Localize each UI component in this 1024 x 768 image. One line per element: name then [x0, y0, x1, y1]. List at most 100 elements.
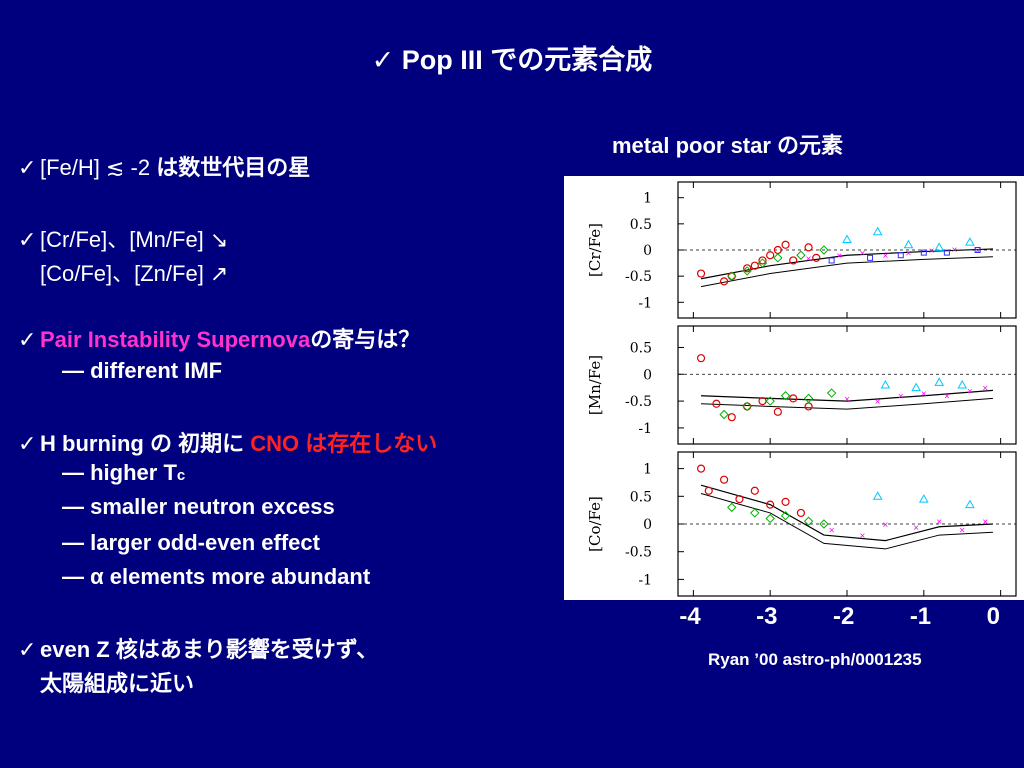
data-point	[903, 239, 914, 249]
data-point	[789, 394, 798, 403]
data-point	[766, 500, 775, 509]
data-point: ×	[982, 384, 988, 395]
x-tick-label: 0	[986, 603, 1000, 630]
panel-frame	[677, 325, 1017, 445]
data-point	[727, 271, 737, 281]
y-axis-label: [Co/Fe]	[586, 496, 604, 552]
bullet-fe-h: ✓ [Fe/H] ≲ -2 は数世代目の星	[18, 155, 311, 180]
data-point	[842, 234, 852, 244]
check-icon: ✓	[18, 227, 37, 252]
y-tick-label: 0.5	[630, 217, 652, 233]
data-point	[965, 499, 975, 509]
figure-credit: Ryan ’00 astro-ph/0001235	[708, 650, 922, 669]
data-point	[757, 258, 768, 268]
bullet-co-zn: [Co/Fe]、[Zn/Fe] ↗	[40, 261, 229, 286]
data-point	[719, 475, 729, 484]
trend-line	[700, 484, 993, 542]
y-axis-label: [Mn/Fe]	[586, 355, 604, 415]
data-point: ×	[844, 394, 850, 405]
data-point: ×	[952, 245, 958, 256]
trend-line-lower	[700, 493, 993, 550]
trend-line-lower	[701, 397, 993, 410]
data-point: ×	[959, 526, 965, 537]
y-tick-label: 1	[643, 191, 652, 207]
y-tick-label: -0.5	[625, 394, 652, 410]
data-point	[719, 277, 729, 286]
data-point	[780, 391, 791, 401]
data-point	[943, 249, 950, 256]
data-point	[765, 396, 775, 406]
data-point: ×	[898, 392, 904, 403]
data-point	[918, 494, 929, 503]
data-point	[920, 249, 927, 256]
x-tick-label: -2	[833, 603, 855, 630]
data-point	[880, 379, 891, 389]
data-point	[727, 413, 736, 422]
bullet-h-sub3: — larger odd-even effect	[62, 530, 320, 555]
y-tick-label: -0.5	[625, 269, 652, 285]
bullet-even-z-cont: 太陽組成に近い	[40, 671, 195, 696]
data-point: ×	[936, 517, 942, 528]
data-point: ×	[929, 246, 935, 257]
y-tick-label: 0.5	[630, 489, 652, 505]
y-tick-label: -1	[638, 295, 652, 311]
y-axis-label: [Cr/Fe]	[586, 223, 604, 277]
bullet-h-burning: ✓ H burning の 初期に CNO は存在しない	[18, 431, 438, 456]
y-tick-label: -1	[638, 421, 652, 437]
bullet-h-sub2: — smaller neutron excess	[62, 494, 335, 519]
data-point	[796, 250, 806, 260]
bullet-h-sub4: — α elements more abundant	[62, 564, 371, 589]
data-point: ×	[967, 386, 973, 397]
data-point	[819, 519, 829, 529]
data-point: ×	[836, 251, 842, 262]
data-point	[965, 237, 975, 246]
data-point: ×	[906, 249, 912, 260]
x-tick-label: -4	[679, 603, 701, 630]
data-point	[719, 409, 729, 420]
check-icon: ✓	[18, 637, 37, 662]
data-point	[867, 254, 874, 261]
data-point	[696, 354, 706, 363]
data-point	[826, 388, 837, 398]
data-point: ×	[806, 254, 812, 265]
y-tick-label: 0	[643, 243, 652, 259]
data-point	[712, 399, 721, 408]
trend-line	[700, 248, 993, 280]
y-tick-label: 0	[643, 517, 652, 533]
data-point	[727, 502, 737, 513]
bullet-even-z: ✓ even Z 核はあまり影響を受けず、	[18, 637, 379, 662]
data-point	[781, 497, 790, 506]
abundance-plot: 1 0.5 0 -0.5 -1 [Cr/Fe] × × × × × × × × 0.5 0 -0.5 -1 [Mn/…	[564, 176, 1024, 600]
data-point	[957, 379, 968, 389]
bullet-cr-mn: ✓ [Cr/Fe]、[Mn/Fe] ↘	[18, 227, 229, 252]
data-point: ×	[829, 526, 835, 537]
trend-line-lower	[700, 256, 993, 288]
x-tick-label: -1	[909, 603, 932, 630]
data-point	[773, 253, 783, 263]
data-point	[696, 269, 706, 278]
trend-line	[701, 389, 994, 402]
data-point: ×	[944, 392, 950, 403]
data-point	[766, 251, 775, 260]
data-point	[872, 491, 883, 500]
data-point	[742, 401, 752, 412]
y-tick-label: 1	[643, 462, 652, 478]
data-point: ×	[982, 517, 988, 528]
data-point	[812, 253, 821, 262]
data-point	[804, 243, 813, 252]
bullet-pisn: ✓ Pair Instability Supernovaの寄与は？	[18, 327, 421, 352]
y-tick-label: -0.5	[625, 545, 652, 561]
data-point	[796, 508, 806, 518]
check-icon: ✓	[18, 155, 37, 180]
y-tick-label: 0.5	[630, 340, 652, 356]
bullet-h-sub1: — higher Tc	[62, 460, 186, 485]
data-point	[974, 247, 981, 253]
check-icon: ✓	[18, 431, 37, 456]
data-point	[911, 382, 921, 392]
data-point: ×	[921, 389, 927, 400]
data-point	[819, 245, 829, 255]
data-point	[735, 494, 744, 504]
data-point	[897, 252, 904, 259]
data-point	[934, 377, 945, 386]
data-point: ×	[913, 523, 919, 534]
